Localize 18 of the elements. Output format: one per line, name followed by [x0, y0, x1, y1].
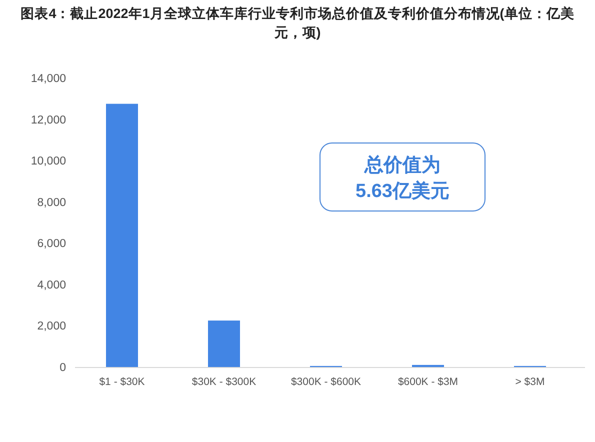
- bar: [106, 104, 138, 367]
- annotation: 总价值为: [364, 154, 440, 176]
- chart-title: 图表4：截止2022年1月全球立体车库行业专利市场总价值及专利价值分布情况(单位：亿美元，项): [20, 5, 575, 42]
- y-tick-label: 8,000: [37, 196, 66, 209]
- x-tick-label: $600K - $3M: [398, 376, 458, 388]
- y-tick-label: 0: [60, 362, 66, 374]
- x-tick-label: $1 - $30K: [99, 376, 145, 388]
- y-tick-label: 10,000: [30, 156, 66, 168]
- x-tick-label: $300K - $600K: [290, 376, 362, 388]
- y-tick-label: 12,000: [30, 114, 66, 126]
- y-tick-label: 2,000: [37, 320, 66, 333]
- y-tick-label: 4,000: [37, 279, 66, 292]
- y-tick-label: 14,000: [30, 73, 66, 85]
- bar: [208, 320, 240, 367]
- x-tick-label: $30K - $300K: [192, 376, 256, 388]
- y-tick-label: 6,000: [37, 238, 66, 250]
- x-tick-label: > $3M: [515, 376, 545, 388]
- annotation: 5.63亿美元: [356, 180, 450, 202]
